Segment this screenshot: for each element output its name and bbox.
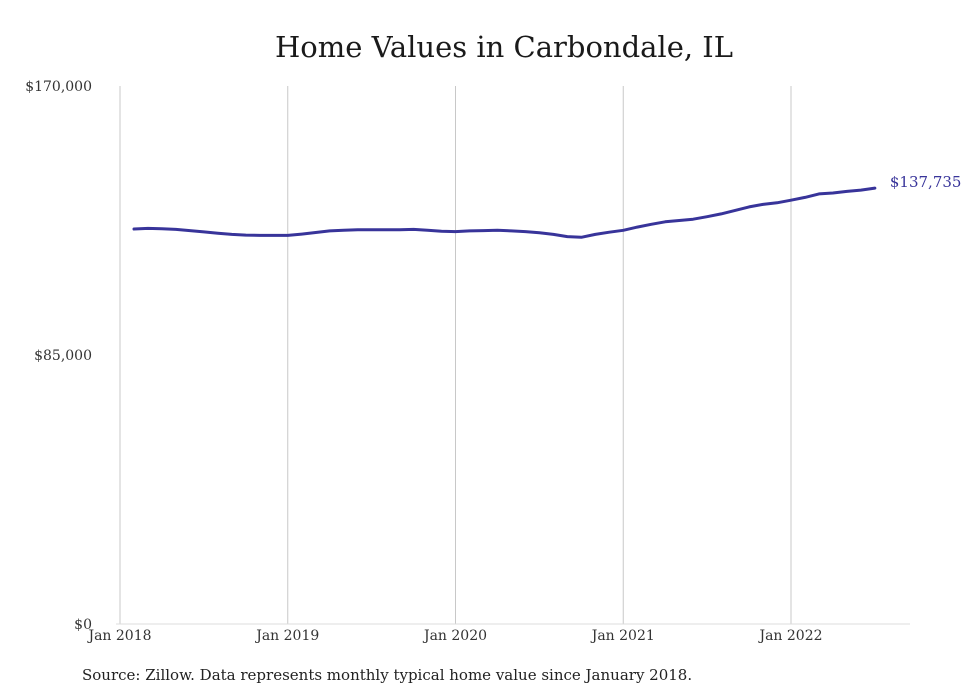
- y-tick-label: $0: [74, 617, 92, 633]
- chart-title: Home Values in Carbondale, IL: [274, 30, 734, 64]
- source-note: Source: Zillow. Data represents monthly …: [82, 666, 693, 684]
- y-tick-label: $170,000: [25, 79, 92, 95]
- end-value-label: $137,735: [890, 173, 962, 191]
- x-tick-label: Jan 2020: [422, 628, 487, 644]
- x-tick-label: Jan 2019: [254, 628, 319, 644]
- series-layer: [132, 186, 877, 239]
- x-tick-label: Jan 2018: [86, 628, 151, 644]
- x-tick-label: Jan 2022: [757, 628, 822, 644]
- tick-labels: Jan 2018 Jan 2019 Jan 2020 Jan 2021 Jan 2022…: [25, 79, 961, 644]
- y-tick-label: $85,000: [34, 348, 92, 364]
- gridlines: [119, 86, 792, 624]
- series-line: [132, 186, 877, 239]
- x-tick-label: Jan 2021: [590, 628, 655, 644]
